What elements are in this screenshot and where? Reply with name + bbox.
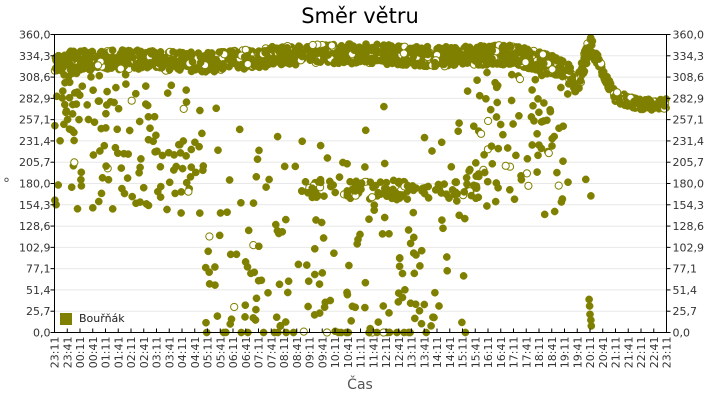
x-tick-label: 21:41 [622, 337, 635, 369]
x-tick-label: 16:11 [482, 337, 495, 369]
y-tick-label: 102,9 [673, 241, 705, 254]
x-tick-label: 22:11 [635, 337, 648, 369]
y-tick-label: 0,0 [673, 327, 691, 340]
y-axis-right: 0,0 25,7 51,4 77,1 102,9 128,6 154,3 180,0 205,7… [666, 29, 705, 340]
legend-label: Bouřňák [79, 312, 125, 325]
x-tick-label: 21:11 [610, 337, 623, 369]
y-axis-title: ° [3, 176, 10, 192]
x-axis-title: Čas [347, 375, 373, 393]
x-tick-label: 10:11 [329, 337, 342, 369]
x-tick-label: 18:11 [533, 337, 546, 369]
x-tick-label: 14:41 [444, 337, 457, 369]
x-tick-label: 07:41 [265, 337, 278, 369]
y-tick-label: 308,6 [19, 71, 51, 84]
x-tick-label: 15:11 [457, 337, 470, 369]
x-tick-label: 17:41 [520, 337, 533, 369]
y-tick-label: 282,9 [673, 92, 705, 105]
y-tick-label: 77,1 [673, 263, 698, 276]
x-tick-label: 02:41 [138, 337, 151, 369]
y-tick-label: 257,1 [673, 114, 705, 127]
legend-swatch [60, 312, 72, 325]
y-tick-label: 51,4 [673, 284, 698, 297]
x-tick-label: 19:41 [571, 337, 584, 369]
y-tick-label: 231,4 [673, 135, 705, 148]
y-tick-label: 205,7 [673, 156, 705, 169]
x-tick-label: 20:41 [597, 337, 610, 369]
y-tick-label: 77,1 [26, 263, 51, 276]
x-tick-label: 09:41 [316, 337, 329, 369]
x-tick-label: 06:11 [227, 337, 240, 369]
x-tick-label: 23:11 [661, 337, 674, 369]
y-tick-label: 154,3 [673, 199, 705, 212]
x-tick-label: 11:11 [355, 337, 368, 369]
x-tick-label: 03:11 [151, 337, 164, 369]
x-tick-label: 06:41 [240, 337, 253, 369]
y-tick-label: 51,4 [26, 284, 51, 297]
x-tick-label: 04:11 [176, 337, 189, 369]
y-tick-label: 334,3 [19, 50, 51, 63]
x-tick-label: 19:11 [559, 337, 572, 369]
x-tick-label: 09:11 [304, 337, 317, 369]
x-tick-label: 02:11 [125, 337, 138, 369]
y-axis-left: 0,0 25,7 51,4 77,1 102,9 128,6 154,3 180,0 205,7… [19, 29, 55, 340]
x-tick-label: 00:11 [74, 337, 87, 369]
x-tick-label: 04:41 [189, 337, 202, 369]
chart-title: Směr větru [301, 4, 419, 28]
y-tick-label: 180,0 [19, 178, 51, 191]
x-tick-label: 17:11 [508, 337, 521, 369]
y-tick-label: 282,9 [19, 92, 51, 105]
x-tick-label: 01:41 [112, 337, 125, 369]
x-tick-label: 05:41 [214, 337, 227, 369]
x-tick-label: 13:41 [418, 337, 431, 369]
x-tick-label: 12:11 [380, 337, 393, 369]
x-tick-label: 08:41 [291, 337, 304, 369]
x-tick-label: 23:11 [49, 337, 62, 369]
y-tick-label: 231,4 [19, 135, 51, 148]
x-tick-label: 08:11 [278, 337, 291, 369]
x-tick-label: 10:41 [342, 337, 355, 369]
x-tick-label: 18:41 [546, 337, 559, 369]
y-tick-label: 180,0 [673, 178, 705, 191]
x-tick-label: 16:41 [495, 337, 508, 369]
y-tick-label: 102,9 [19, 241, 51, 254]
x-tick-label: 13:11 [406, 337, 419, 369]
x-tick-label: 22:41 [648, 337, 661, 369]
x-tick-label: 05:11 [202, 337, 215, 369]
x-tick-label: 20:11 [584, 337, 597, 369]
y-tick-label: 360,0 [673, 29, 705, 42]
x-tick-label: 14:11 [431, 337, 444, 369]
data-points [50, 33, 670, 337]
y-tick-label: 128,6 [673, 220, 705, 233]
y-tick-label: 360,0 [19, 29, 51, 42]
x-tick-label: 01:11 [100, 337, 113, 369]
y-tick-label: 25,7 [673, 305, 698, 318]
y-tick-label: 0,0 [33, 327, 51, 340]
x-axis: 23:11 23:41 00:11 00:41 01:11 01:41 02:11 02:41… [49, 328, 674, 369]
x-tick-label: 07:11 [253, 337, 266, 369]
y-tick-label: 25,7 [26, 305, 51, 318]
y-tick-label: 334,3 [673, 50, 705, 63]
x-tick-label: 03:41 [163, 337, 176, 369]
y-tick-label: 154,3 [19, 199, 51, 212]
x-tick-label: 11:41 [367, 337, 380, 369]
y-tick-label: 257,1 [19, 114, 51, 127]
x-tick-label: 15:41 [469, 337, 482, 369]
y-tick-label: 128,6 [19, 220, 51, 233]
x-tick-label: 00:41 [87, 337, 100, 369]
y-tick-label: 205,7 [19, 156, 51, 169]
x-tick-label: 12:41 [393, 337, 406, 369]
x-tick-label: 23:41 [61, 337, 74, 369]
y-tick-label: 308,6 [673, 71, 705, 84]
legend: Bouřňák [60, 312, 125, 325]
